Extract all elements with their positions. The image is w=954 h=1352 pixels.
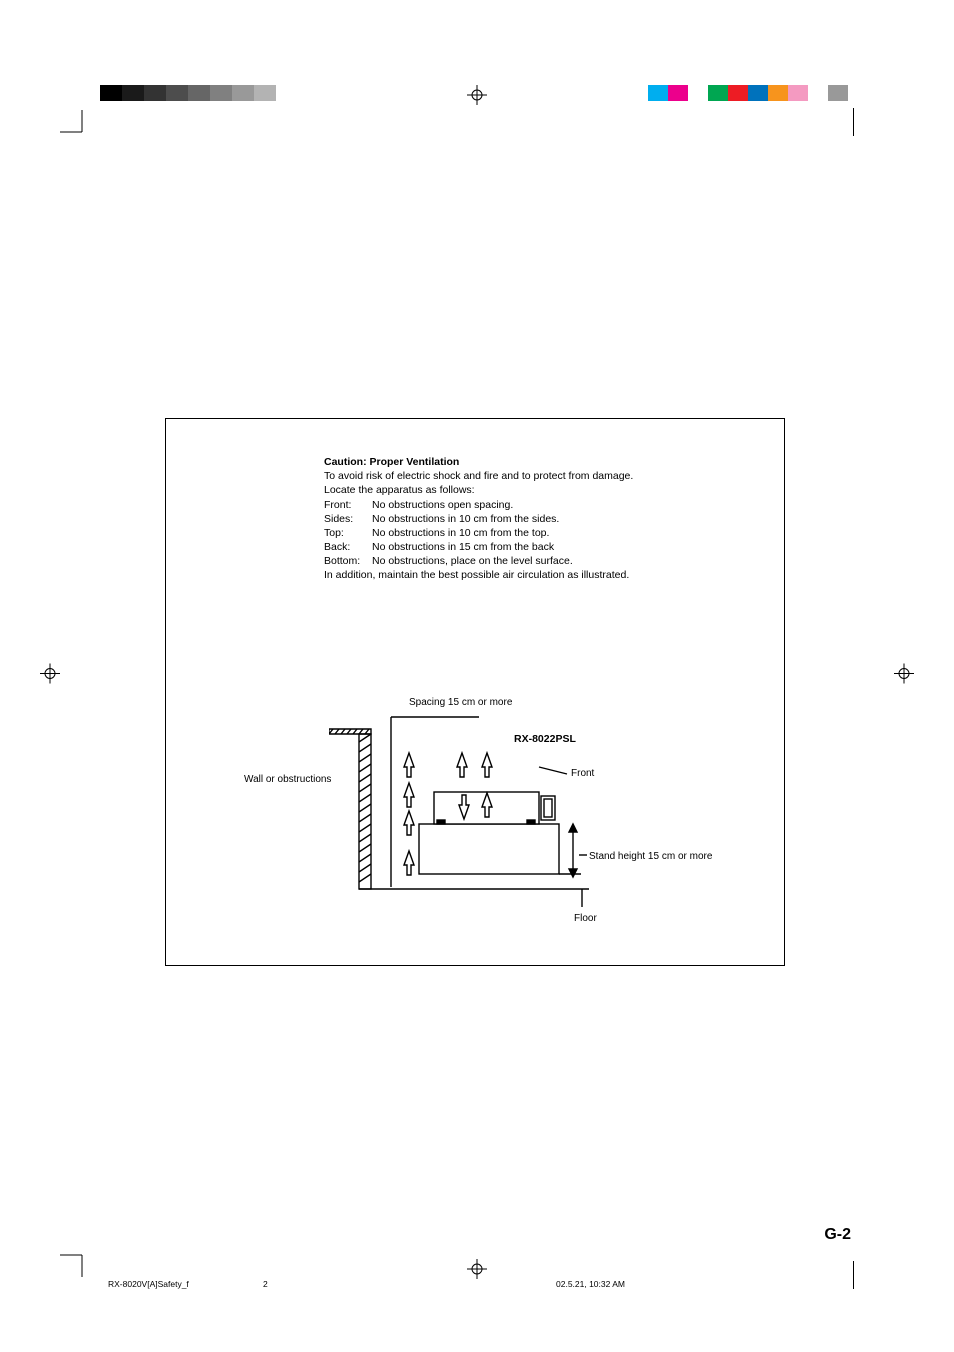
- swatch: [668, 85, 688, 101]
- spec-value: No obstructions in 15 cm from the back: [372, 540, 659, 554]
- ventilation-diagram: Wall or obstructions Spacing 15 cm or mo…: [244, 707, 744, 937]
- page-number: G-2: [824, 1226, 851, 1244]
- footer-page: 2: [263, 1279, 268, 1289]
- spec-label: Front:: [324, 498, 372, 512]
- wall-label: Wall or obstructions: [244, 774, 331, 785]
- grayscale-swatches: [100, 85, 298, 101]
- caution-title: Caution: Proper Ventilation: [324, 455, 659, 469]
- spec-label: Back:: [324, 540, 372, 554]
- spec-label: Sides:: [324, 512, 372, 526]
- color-swatches: [648, 85, 848, 101]
- swatch: [768, 85, 788, 101]
- swatch: [254, 85, 276, 101]
- registration-mark-icon: [894, 664, 914, 689]
- swatch: [688, 85, 708, 101]
- swatch: [788, 85, 808, 101]
- swatch: [122, 85, 144, 101]
- spec-value: No obstructions in 10 cm from the sides.: [372, 512, 659, 526]
- footer-filename: RX-8020V[A]Safety_f: [108, 1279, 189, 1289]
- caution-intro: To avoid risk of electric shock and fire…: [324, 469, 659, 483]
- swatch: [188, 85, 210, 101]
- floor-label: Floor: [574, 913, 597, 924]
- swatch: [828, 85, 848, 101]
- cut-mark-icon: [853, 108, 854, 136]
- cut-mark-icon: [853, 1261, 854, 1289]
- spec-row: Front:No obstructions open spacing.: [324, 498, 659, 512]
- swatch: [210, 85, 232, 101]
- spec-label: Top:: [324, 526, 372, 540]
- caution-text-block: Caution: Proper Ventilation To avoid ris…: [324, 455, 659, 583]
- spec-value: No obstructions in 10 cm from the top.: [372, 526, 659, 540]
- caution-locate: Locate the apparatus as follows:: [324, 483, 659, 497]
- spec-value: No obstructions, place on the level surf…: [372, 554, 659, 568]
- swatch: [100, 85, 122, 101]
- diagram-svg: [329, 707, 689, 907]
- swatch: [708, 85, 728, 101]
- swatch: [728, 85, 748, 101]
- swatch: [166, 85, 188, 101]
- spec-row: Sides:No obstructions in 10 cm from the …: [324, 512, 659, 526]
- spec-label: Bottom:: [324, 554, 372, 568]
- crop-mark-icon: [60, 110, 96, 151]
- registration-mark-icon: [467, 1259, 487, 1284]
- spec-row: Bottom:No obstructions, place on the lev…: [324, 554, 659, 568]
- spec-value: No obstructions open spacing.: [372, 498, 659, 512]
- print-marks-top: [0, 85, 954, 115]
- registration-mark-icon: [467, 85, 487, 110]
- caution-outro: In addition, maintain the best possible …: [324, 568, 659, 582]
- spec-row: Back:No obstructions in 15 cm from the b…: [324, 540, 659, 554]
- crop-mark-icon: [60, 1241, 96, 1282]
- spec-row: Top:No obstructions in 10 cm from the to…: [324, 526, 659, 540]
- content-frame: Caution: Proper Ventilation To avoid ris…: [165, 418, 785, 966]
- swatch: [276, 85, 298, 101]
- swatch: [748, 85, 768, 101]
- swatch: [808, 85, 828, 101]
- swatch: [144, 85, 166, 101]
- registration-mark-icon: [40, 664, 60, 689]
- swatch: [232, 85, 254, 101]
- swatch: [648, 85, 668, 101]
- footer-timestamp: 02.5.21, 10:32 AM: [556, 1279, 625, 1289]
